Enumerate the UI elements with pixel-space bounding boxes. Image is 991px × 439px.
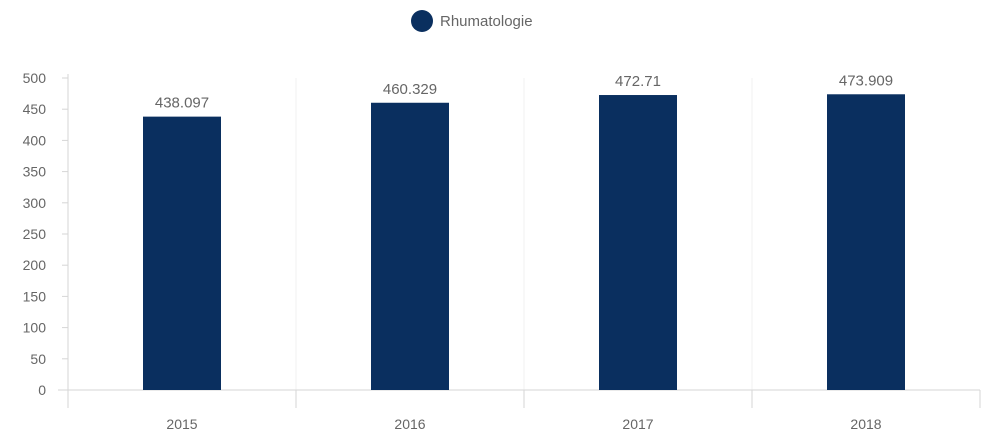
data-label-2018: 473.909 xyxy=(839,72,893,89)
grid-lines xyxy=(295,78,753,390)
x-tick-label: 2018 xyxy=(850,416,881,432)
bars xyxy=(143,94,905,391)
legend-item-label[interactable]: Rhumatologie xyxy=(440,13,533,30)
x-tick-label: 2017 xyxy=(622,416,653,432)
y-tick-label: 50 xyxy=(30,351,46,367)
legend-swatch-icon xyxy=(411,10,433,32)
y-tick-label: 100 xyxy=(23,320,47,336)
y-tick-label: 450 xyxy=(23,101,47,117)
y-tick-label: 300 xyxy=(23,195,47,211)
bar-2015[interactable] xyxy=(143,116,221,390)
data-labels: 438.097 460.329 472.71 473.909 xyxy=(155,72,893,111)
y-tick-label: 250 xyxy=(23,226,47,242)
y-axis-ticks: 0 50 100 150 200 250 300 350 400 450 500 xyxy=(23,70,68,398)
data-label-2016: 460.329 xyxy=(383,81,437,98)
data-label-2017: 472.71 xyxy=(615,73,661,90)
x-tick-label: 2015 xyxy=(166,416,197,432)
legend[interactable]: Rhumatologie xyxy=(411,10,533,32)
y-tick-label: 350 xyxy=(23,164,47,180)
y-tick-label: 500 xyxy=(23,70,47,86)
y-tick-label: 0 xyxy=(38,382,46,398)
bar-2016[interactable] xyxy=(371,102,449,391)
bar-2017[interactable] xyxy=(599,95,677,390)
x-tick-label: 2016 xyxy=(394,416,425,432)
data-label-2015: 438.097 xyxy=(155,95,209,112)
y-tick-label: 200 xyxy=(23,257,47,273)
x-axis-ticks: 2015 2016 2017 2018 xyxy=(67,390,981,432)
bar-2018[interactable] xyxy=(827,94,905,390)
y-tick-label: 400 xyxy=(23,132,47,148)
y-tick-label: 150 xyxy=(23,288,47,304)
